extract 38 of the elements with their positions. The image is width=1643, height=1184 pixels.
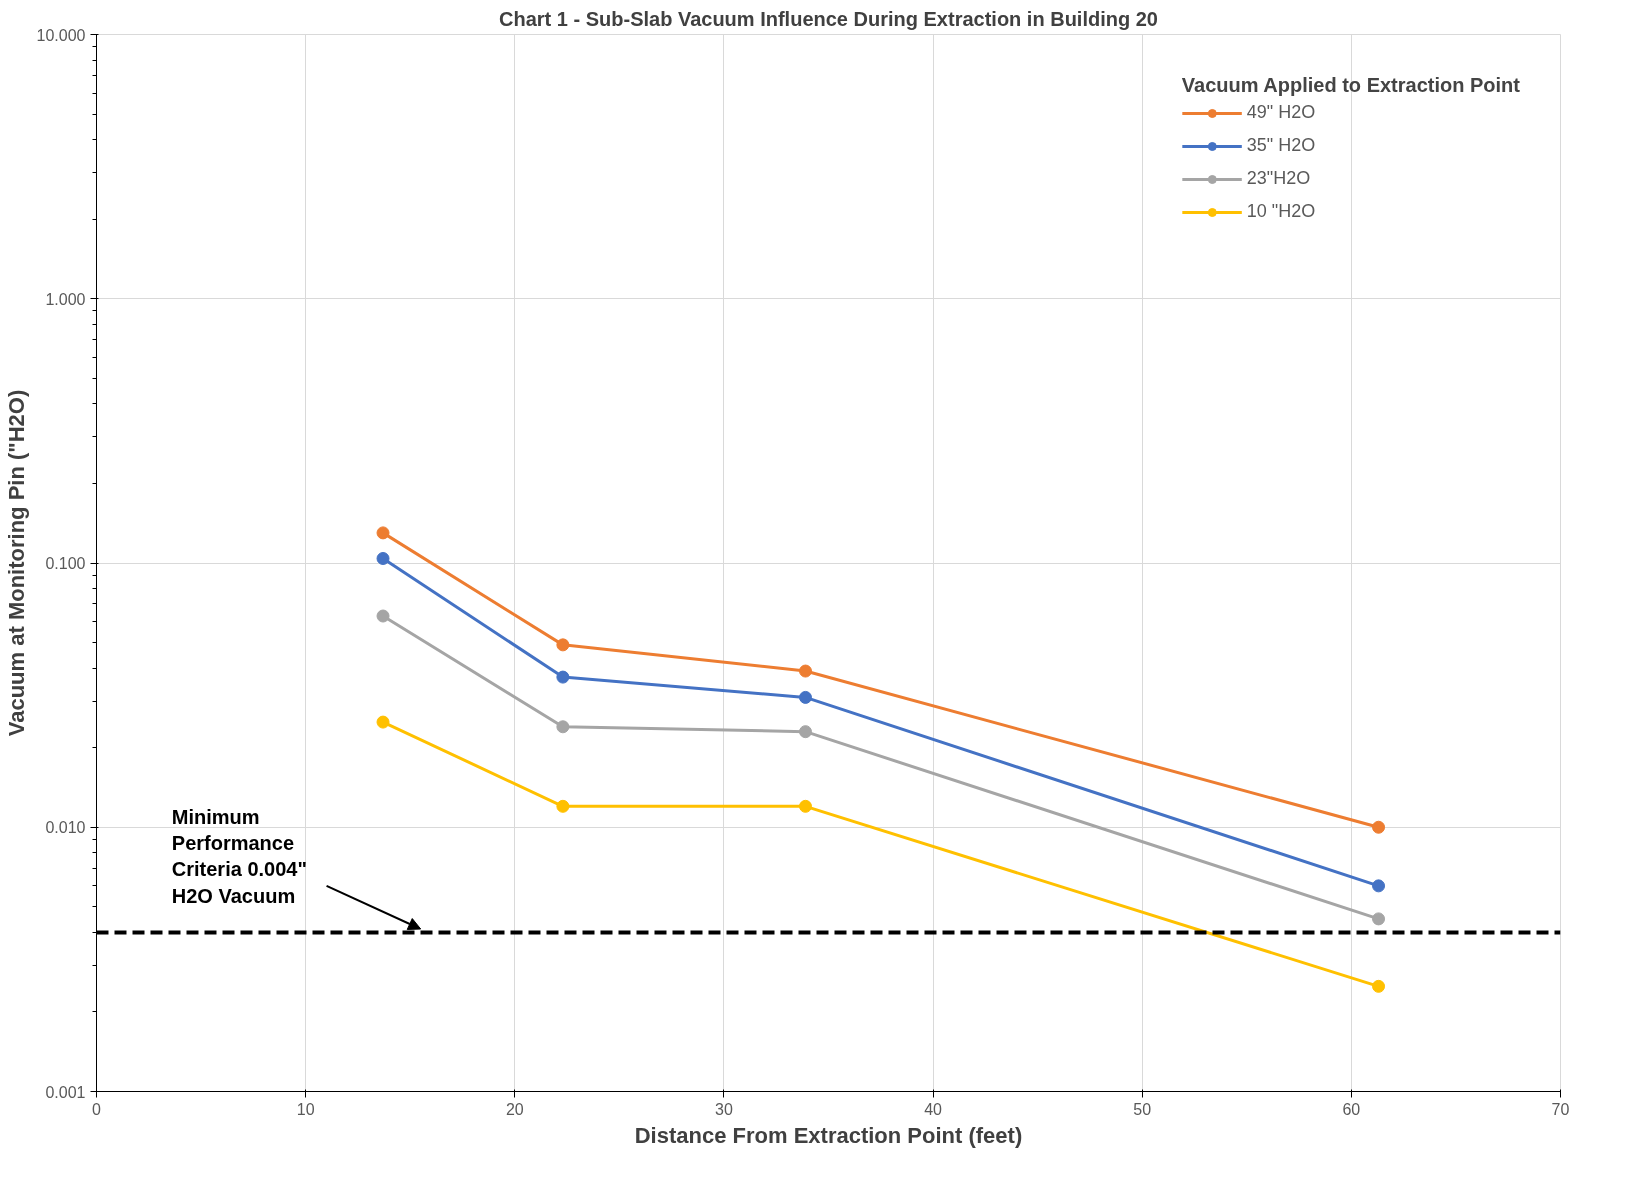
point: [1372, 979, 1386, 993]
x-tick-label: 50: [1133, 1100, 1152, 1118]
point: [556, 799, 570, 813]
x-tick-label: 70: [1551, 1100, 1570, 1118]
legend-label: 10 "H2O: [1246, 201, 1316, 222]
legend-title: Vacuum Applied to Extraction Point: [1181, 74, 1520, 97]
point: [798, 799, 812, 813]
x-tick-label: 0: [92, 1100, 102, 1118]
x-tick-label: 40: [924, 1100, 943, 1118]
point: [376, 552, 390, 565]
point: [556, 670, 570, 684]
point: [376, 609, 390, 623]
legend-label: 49" H2O: [1246, 102, 1316, 123]
point: [798, 725, 812, 739]
x-tick-label: 10: [296, 1100, 315, 1118]
point: [376, 715, 390, 729]
point: [798, 664, 812, 678]
point: [798, 690, 812, 704]
y-tick-label: 0.010: [45, 819, 86, 837]
chart-title: Chart 1 - Sub-Slab Vacuum Influence During Extraction in Building 20: [499, 7, 1158, 30]
y-tick-label: 0.100: [45, 555, 86, 572]
x-tick-label: 20: [505, 1100, 524, 1118]
y-axis-title: Vacuum at Monitoring Pin ("H2O): [3, 389, 29, 737]
point: [376, 526, 390, 540]
x-axis-title: Distance From Extraction Point (feet): [634, 1122, 1023, 1148]
x-tick-label: 60: [1342, 1100, 1361, 1118]
y-tick-label: 0.001: [45, 1083, 86, 1101]
y-tick-label: 10.000: [36, 26, 86, 44]
legend-label: 23"H2O: [1246, 168, 1311, 189]
point: [1372, 912, 1386, 926]
legend-label: 35" H2O: [1246, 135, 1316, 156]
y-tick-label: 1.000: [45, 290, 86, 308]
point: [556, 720, 570, 734]
x-tick-label: 30: [715, 1100, 733, 1118]
point: [1372, 879, 1386, 893]
ref-line-label: Minimum Performance Criteria 0.004" H2O Vacuum: [171, 805, 307, 907]
point: [1372, 820, 1386, 834]
point: [556, 638, 570, 652]
